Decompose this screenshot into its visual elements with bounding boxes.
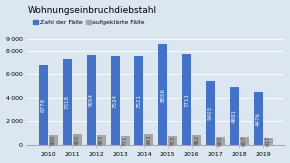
Bar [110,56,119,145]
Text: 6779: 6779 [41,98,46,112]
Bar [230,87,239,145]
Bar [192,135,201,145]
Text: Wohnungseinbruchdiebstahl: Wohnungseinbruchdiebstahl [27,6,156,15]
Text: 800: 800 [51,135,56,145]
Bar [39,65,48,145]
Text: 862: 862 [194,134,199,145]
Text: 7654: 7654 [89,93,94,107]
Text: 5403: 5403 [208,106,213,120]
Text: 753: 753 [170,135,175,146]
Bar [121,136,130,145]
Text: 657: 657 [242,136,247,146]
Text: 661: 661 [218,136,223,146]
Bar [73,134,82,145]
Bar [182,54,191,145]
Bar [97,135,106,145]
Bar [206,81,215,145]
Bar [216,137,225,145]
Bar [49,135,58,145]
Text: 4476: 4476 [256,111,261,126]
Bar [87,55,96,145]
Text: 943: 943 [146,134,151,145]
Bar [144,134,153,145]
Text: 8556: 8556 [160,88,165,102]
Text: 867: 867 [99,134,104,145]
Text: 920: 920 [75,134,80,145]
Text: 7318: 7318 [65,95,70,109]
Bar [168,136,177,145]
Bar [134,56,144,145]
Text: 771: 771 [123,135,128,146]
Text: 4891: 4891 [232,109,237,123]
Legend: Zahl der Fälle, aufgeklärte Fälle: Zahl der Fälle, aufgeklärte Fälle [30,17,147,28]
Bar [63,59,72,145]
Bar [254,92,263,145]
Text: 7711: 7711 [184,92,189,106]
Text: 617: 617 [266,136,271,146]
Bar [158,44,167,145]
Bar [264,138,273,145]
Text: 7521: 7521 [136,94,142,108]
Text: 7534: 7534 [113,94,117,108]
Bar [240,137,249,145]
